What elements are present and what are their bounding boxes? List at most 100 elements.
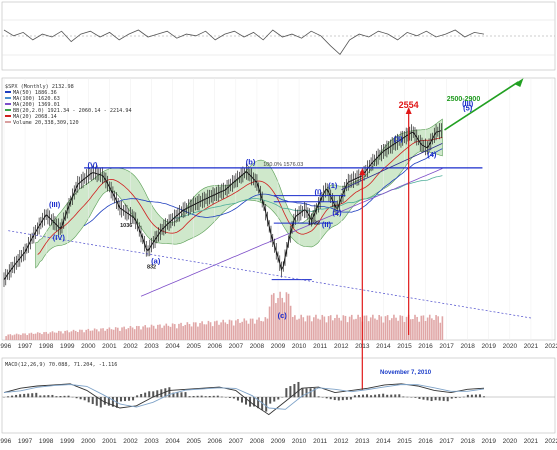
volume-bar — [401, 315, 404, 340]
macd-histogram-bar — [333, 397, 336, 401]
macd-histogram-bar — [289, 386, 292, 398]
volume-bar — [431, 318, 433, 340]
volume-bar — [245, 320, 248, 340]
volume-bar — [424, 320, 427, 340]
volume-bar — [180, 322, 182, 340]
volume-bar — [235, 320, 237, 340]
volume-bar — [412, 319, 414, 340]
x-tick-label: 1998 — [39, 343, 54, 350]
x-tick-label: 2021 — [524, 343, 539, 350]
volume-bar — [157, 324, 159, 340]
macd-histogram-bar — [305, 388, 308, 398]
wave-label: (2) — [332, 208, 342, 217]
wave-label: (4) — [427, 150, 437, 159]
volume-bar — [81, 329, 83, 340]
volume-bar — [353, 319, 355, 340]
volume-bar — [55, 332, 58, 340]
macd-histogram-bar — [87, 397, 90, 403]
macd-histogram-bar — [168, 387, 171, 398]
macd-histogram-bar — [337, 397, 340, 401]
volume-bar — [355, 318, 357, 340]
volume-bar — [95, 329, 98, 340]
macd-histogram-bar — [430, 397, 433, 402]
volume-bar — [125, 329, 128, 340]
volume-bar — [154, 328, 157, 340]
volume-bar — [428, 314, 431, 340]
macd-histogram-bar — [277, 397, 280, 400]
volume-bar — [60, 331, 62, 340]
volume-bar — [363, 315, 366, 340]
volume-bar — [359, 317, 361, 340]
macd-histogram-bar — [180, 392, 183, 398]
ma200-line — [140, 168, 443, 297]
x-tick-label: 2021 — [524, 438, 539, 445]
volume-bar — [369, 317, 372, 340]
macd-histogram — [3, 381, 485, 412]
macd-histogram-bar — [442, 397, 445, 401]
volume-bar — [161, 327, 163, 340]
x-tick-label: 2015 — [397, 343, 412, 350]
ma50-line — [83, 148, 443, 227]
x-tick-label: 2013 — [355, 438, 370, 445]
macd-histogram-bar — [253, 397, 256, 407]
volume-bar — [399, 315, 402, 340]
x-tick-label: 2020 — [503, 438, 518, 445]
volume-bar — [76, 332, 79, 340]
macd-histogram-bar — [164, 388, 167, 398]
macd-histogram-bar — [454, 397, 457, 399]
target-arrowhead — [359, 168, 366, 176]
volume-bar — [395, 317, 397, 340]
macd-histogram-bar — [63, 395, 66, 398]
volume-bar — [213, 321, 216, 340]
channel-line — [341, 143, 443, 191]
macd-histogram-bar — [232, 397, 235, 399]
volume-bar — [171, 323, 174, 340]
volume-bar — [85, 329, 87, 340]
volume-bar — [190, 326, 193, 340]
x-tick-label: 2004 — [165, 438, 180, 445]
macd-histogram-bar — [353, 395, 356, 398]
volume-bar — [135, 325, 138, 340]
volume-bar — [306, 315, 309, 340]
volume-bar — [422, 315, 425, 340]
projection-arrowhead — [514, 78, 524, 87]
volume-bar — [11, 335, 14, 340]
volume-bar — [277, 297, 279, 340]
macd-histogram-bar — [458, 397, 461, 398]
macd-histogram-bar — [478, 394, 481, 398]
level-label: 100.0% 1576.03 — [263, 162, 303, 168]
macd-histogram-bar — [192, 395, 195, 398]
macd-histogram-bar — [390, 394, 393, 398]
volume-bar — [329, 315, 332, 340]
volume-bar — [418, 321, 421, 340]
x-tick-label: 2003 — [144, 343, 159, 350]
macd-histogram-bar — [103, 397, 106, 405]
x-tick-label: 2012 — [334, 438, 349, 445]
volume-bar — [350, 314, 353, 340]
wave-label: (a) — [151, 256, 161, 265]
x-tick-label: 1999 — [60, 343, 75, 350]
macd-x-axis: 1996 1997 1998 1999 2000 2001 2002 2003 2004 2005… — [0, 438, 557, 445]
volume-bar — [197, 326, 199, 340]
volume-bar — [289, 305, 292, 340]
volume-bar — [89, 330, 92, 340]
macd-histogram-bar — [245, 397, 248, 405]
x-tick-label: 2019 — [482, 343, 497, 350]
legend-ma50: MA(50) 1886.36 — [13, 90, 57, 96]
volume-bar — [266, 318, 269, 340]
macd-histogram-bar — [265, 397, 268, 412]
macd-histogram-bar — [59, 396, 62, 398]
volume-bar — [159, 324, 161, 340]
volume-bar — [207, 320, 210, 340]
macd-histogram-bar — [370, 395, 373, 398]
wave-label: (1) — [328, 181, 338, 190]
x-tick-label: 1996 — [0, 343, 12, 350]
macd-histogram-bar — [293, 384, 296, 398]
macd-histogram-bar — [212, 395, 215, 398]
x-tick-label: 2007 — [229, 343, 244, 350]
x-tick-label: 2009 — [271, 343, 286, 350]
volume-bar — [102, 328, 104, 340]
volume-bar — [165, 323, 168, 340]
volume-bar — [26, 335, 28, 340]
volume-bar — [300, 314, 302, 340]
